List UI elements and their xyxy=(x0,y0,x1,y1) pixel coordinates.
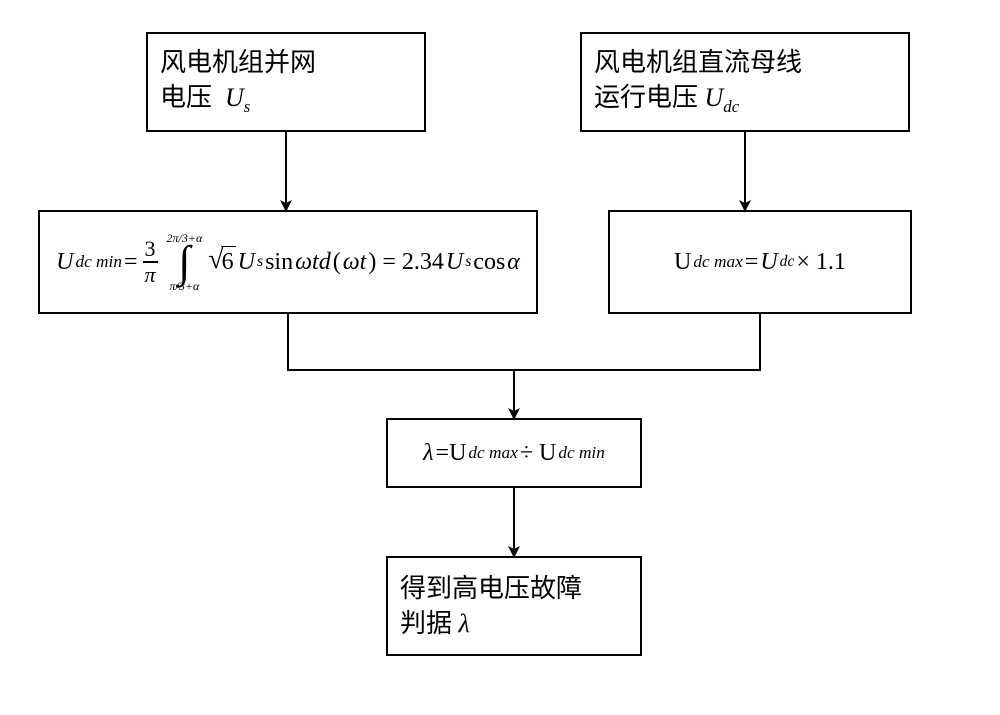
node-formula: Udc min = 3π2π/3+α∫π/3+α√6Us sin ωtd(ωt)… xyxy=(56,232,520,291)
flowchart-canvas: 风电机组并网电压 Us 风电机组直流母线运行电压 Udc Udc min = 3π2… xyxy=(0,0,1000,715)
node-in_left: 风电机组并网电压 Us xyxy=(146,32,426,132)
node-label: 风电机组并网电压 Us xyxy=(160,45,316,119)
node-calc_left: Udc min = 3π2π/3+α∫π/3+α√6Us sin ωtd(ωt)… xyxy=(38,210,538,314)
node-calc_right: Udc max = Udc × 1.1 xyxy=(608,210,912,314)
edge-calc_right-ratio xyxy=(514,314,760,418)
node-in_right: 风电机组直流母线运行电压 Udc xyxy=(580,32,910,132)
node-formula: Udc max = Udc × 1.1 xyxy=(674,249,846,276)
node-label: 得到高电压故障判据 λ xyxy=(400,571,582,641)
edge-calc_left-ratio xyxy=(288,314,514,418)
node-out: 得到高电压故障判据 λ xyxy=(386,556,642,656)
node-formula: λ=Udc max ÷ Udc min xyxy=(423,440,605,467)
node-ratio: λ=Udc max ÷ Udc min xyxy=(386,418,642,488)
node-label: 风电机组直流母线运行电压 Udc xyxy=(594,45,802,119)
